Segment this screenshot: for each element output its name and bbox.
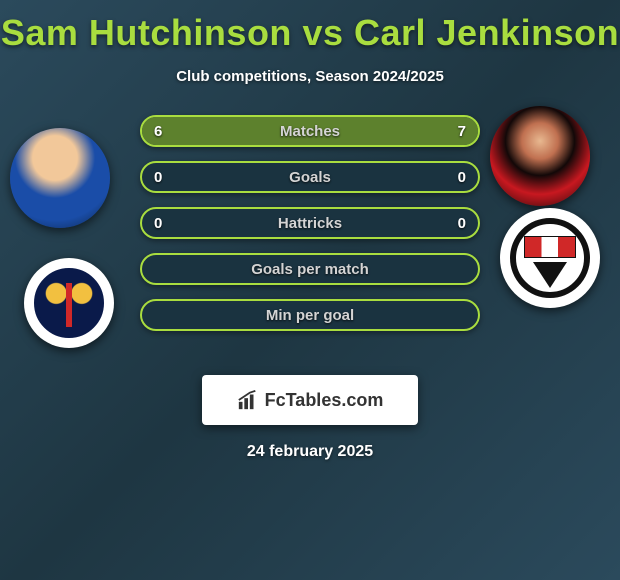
subtitle: Club competitions, Season 2024/2025	[0, 68, 620, 85]
stat-label: Min per goal	[266, 307, 354, 324]
stat-fill-left	[142, 117, 297, 145]
stat-row-goals: 0 Goals 0	[140, 161, 480, 193]
stat-row-matches: 6 Matches 7	[140, 115, 480, 147]
player2-name: Carl Jenkinson	[354, 12, 619, 53]
player1-name: Sam Hutchinson	[1, 12, 292, 53]
comparison-title: Sam Hutchinson vs Carl Jenkinson	[0, 0, 620, 54]
stat-label: Matches	[280, 123, 340, 140]
stat-value-left: 6	[154, 123, 162, 140]
stat-value-right: 0	[458, 169, 466, 186]
stat-label: Goals per match	[251, 261, 369, 278]
stat-row-min-per-goal: Min per goal	[140, 299, 480, 331]
comparison-date: 24 february 2025	[0, 443, 620, 461]
stat-value-right: 0	[458, 215, 466, 232]
stat-label: Hattricks	[278, 215, 342, 232]
source-logo: FcTables.com	[202, 375, 418, 425]
stat-value-left: 0	[154, 169, 162, 186]
stats-area: 6 Matches 7 0 Goals 0 0 Hattricks 0 Goal…	[0, 115, 620, 375]
logo-text: FcTables.com	[265, 390, 384, 411]
stat-label: Goals	[289, 169, 331, 186]
stat-row-goals-per-match: Goals per match	[140, 253, 480, 285]
chart-icon	[237, 389, 259, 411]
vs-text: vs	[302, 12, 343, 53]
stat-value-right: 7	[458, 123, 466, 140]
stat-value-left: 0	[154, 215, 162, 232]
stat-row-hattricks: 0 Hattricks 0	[140, 207, 480, 239]
